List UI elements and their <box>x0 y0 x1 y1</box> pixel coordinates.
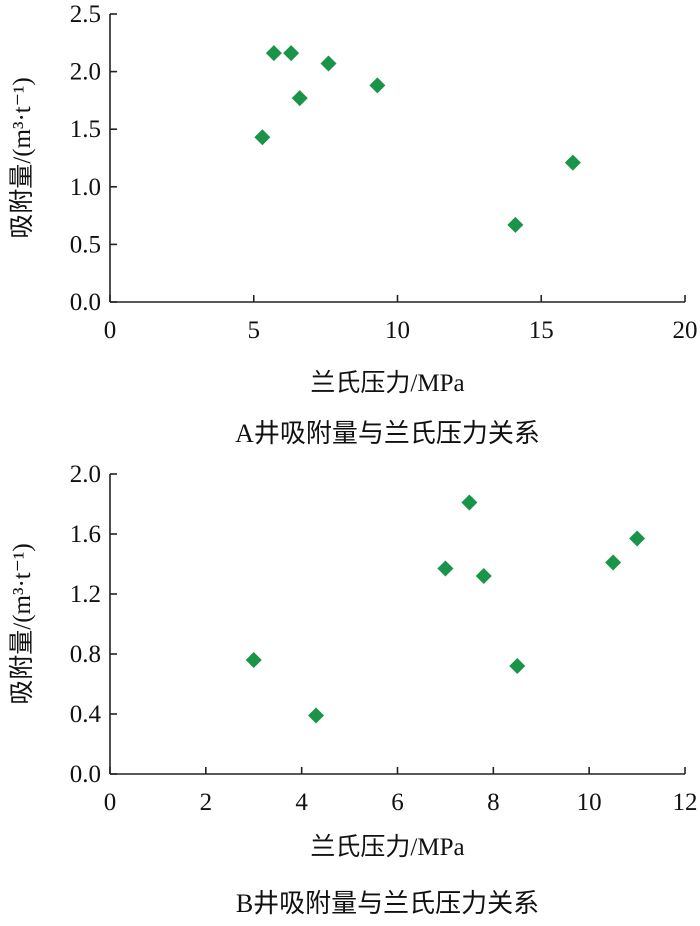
x-tick-label: 10 <box>385 317 410 344</box>
chart-caption: A井吸附量与兰氏压力关系 <box>235 419 540 448</box>
x-tick-label: 5 <box>248 317 261 344</box>
y-tick-label: 1.0 <box>70 174 101 201</box>
data-point <box>265 45 282 62</box>
x-tick-label: 6 <box>391 789 404 816</box>
x-tick-label: 12 <box>673 789 698 816</box>
data-point <box>509 658 526 674</box>
y-tick-label: 1.2 <box>70 581 101 608</box>
x-tick-label: 4 <box>295 789 308 816</box>
data-point <box>320 55 337 72</box>
x-tick-label: 0 <box>104 789 117 816</box>
x-tick-label: 20 <box>673 317 698 344</box>
y-tick-label: 0.5 <box>70 231 101 258</box>
data-point <box>283 45 300 62</box>
data-point <box>461 494 478 511</box>
x-tick-label: 2 <box>200 789 213 816</box>
chart-well-b: 吸附量/(m³·t⁻¹) 兰氏压力/MPa B井吸附量与兰氏压力关系 0.0 0.… <box>8 461 698 918</box>
x-axis-title: 兰氏压力/MPa <box>310 369 464 397</box>
x-axis-title: 兰氏压力/MPa <box>310 833 464 861</box>
y-tick-label: 1.6 <box>70 521 101 548</box>
x-tick-label: 10 <box>577 789 602 816</box>
data-point <box>564 154 581 171</box>
y-tick-label: 0.0 <box>70 289 101 316</box>
x-tick-label: 8 <box>487 789 500 816</box>
chart-caption: B井吸附量与兰氏压力关系 <box>236 889 539 918</box>
y-tick-label: 2.0 <box>70 461 101 488</box>
y-axis-title: 吸附量/(m³·t⁻¹) <box>8 543 36 705</box>
data-point <box>475 568 492 584</box>
data-point <box>507 216 524 233</box>
y-tick-label: 0.8 <box>70 641 101 668</box>
data-point <box>629 530 646 547</box>
data-point <box>254 129 271 146</box>
data-point <box>369 77 386 94</box>
y-tick-label: 0.0 <box>70 761 101 788</box>
chart-well-a: 吸附量/(m³·t⁻¹) 兰氏压力/MPa A井吸附量与兰氏压力关系 0.0 0.… <box>8 1 698 448</box>
y-tick-label: 0.4 <box>70 701 102 728</box>
x-tick-label: 15 <box>529 317 554 344</box>
data-point <box>605 554 622 571</box>
y-axis-title: 吸附量/(m³·t⁻¹) <box>8 77 36 239</box>
y-tick-label: 1.5 <box>70 116 101 143</box>
x-tick-label: 0 <box>104 317 117 344</box>
data-point <box>291 90 308 107</box>
y-tick-label: 2.5 <box>70 1 101 28</box>
y-tick-label: 2.0 <box>70 59 101 86</box>
data-point <box>245 652 262 668</box>
data-point <box>437 560 454 577</box>
data-point <box>308 707 325 724</box>
